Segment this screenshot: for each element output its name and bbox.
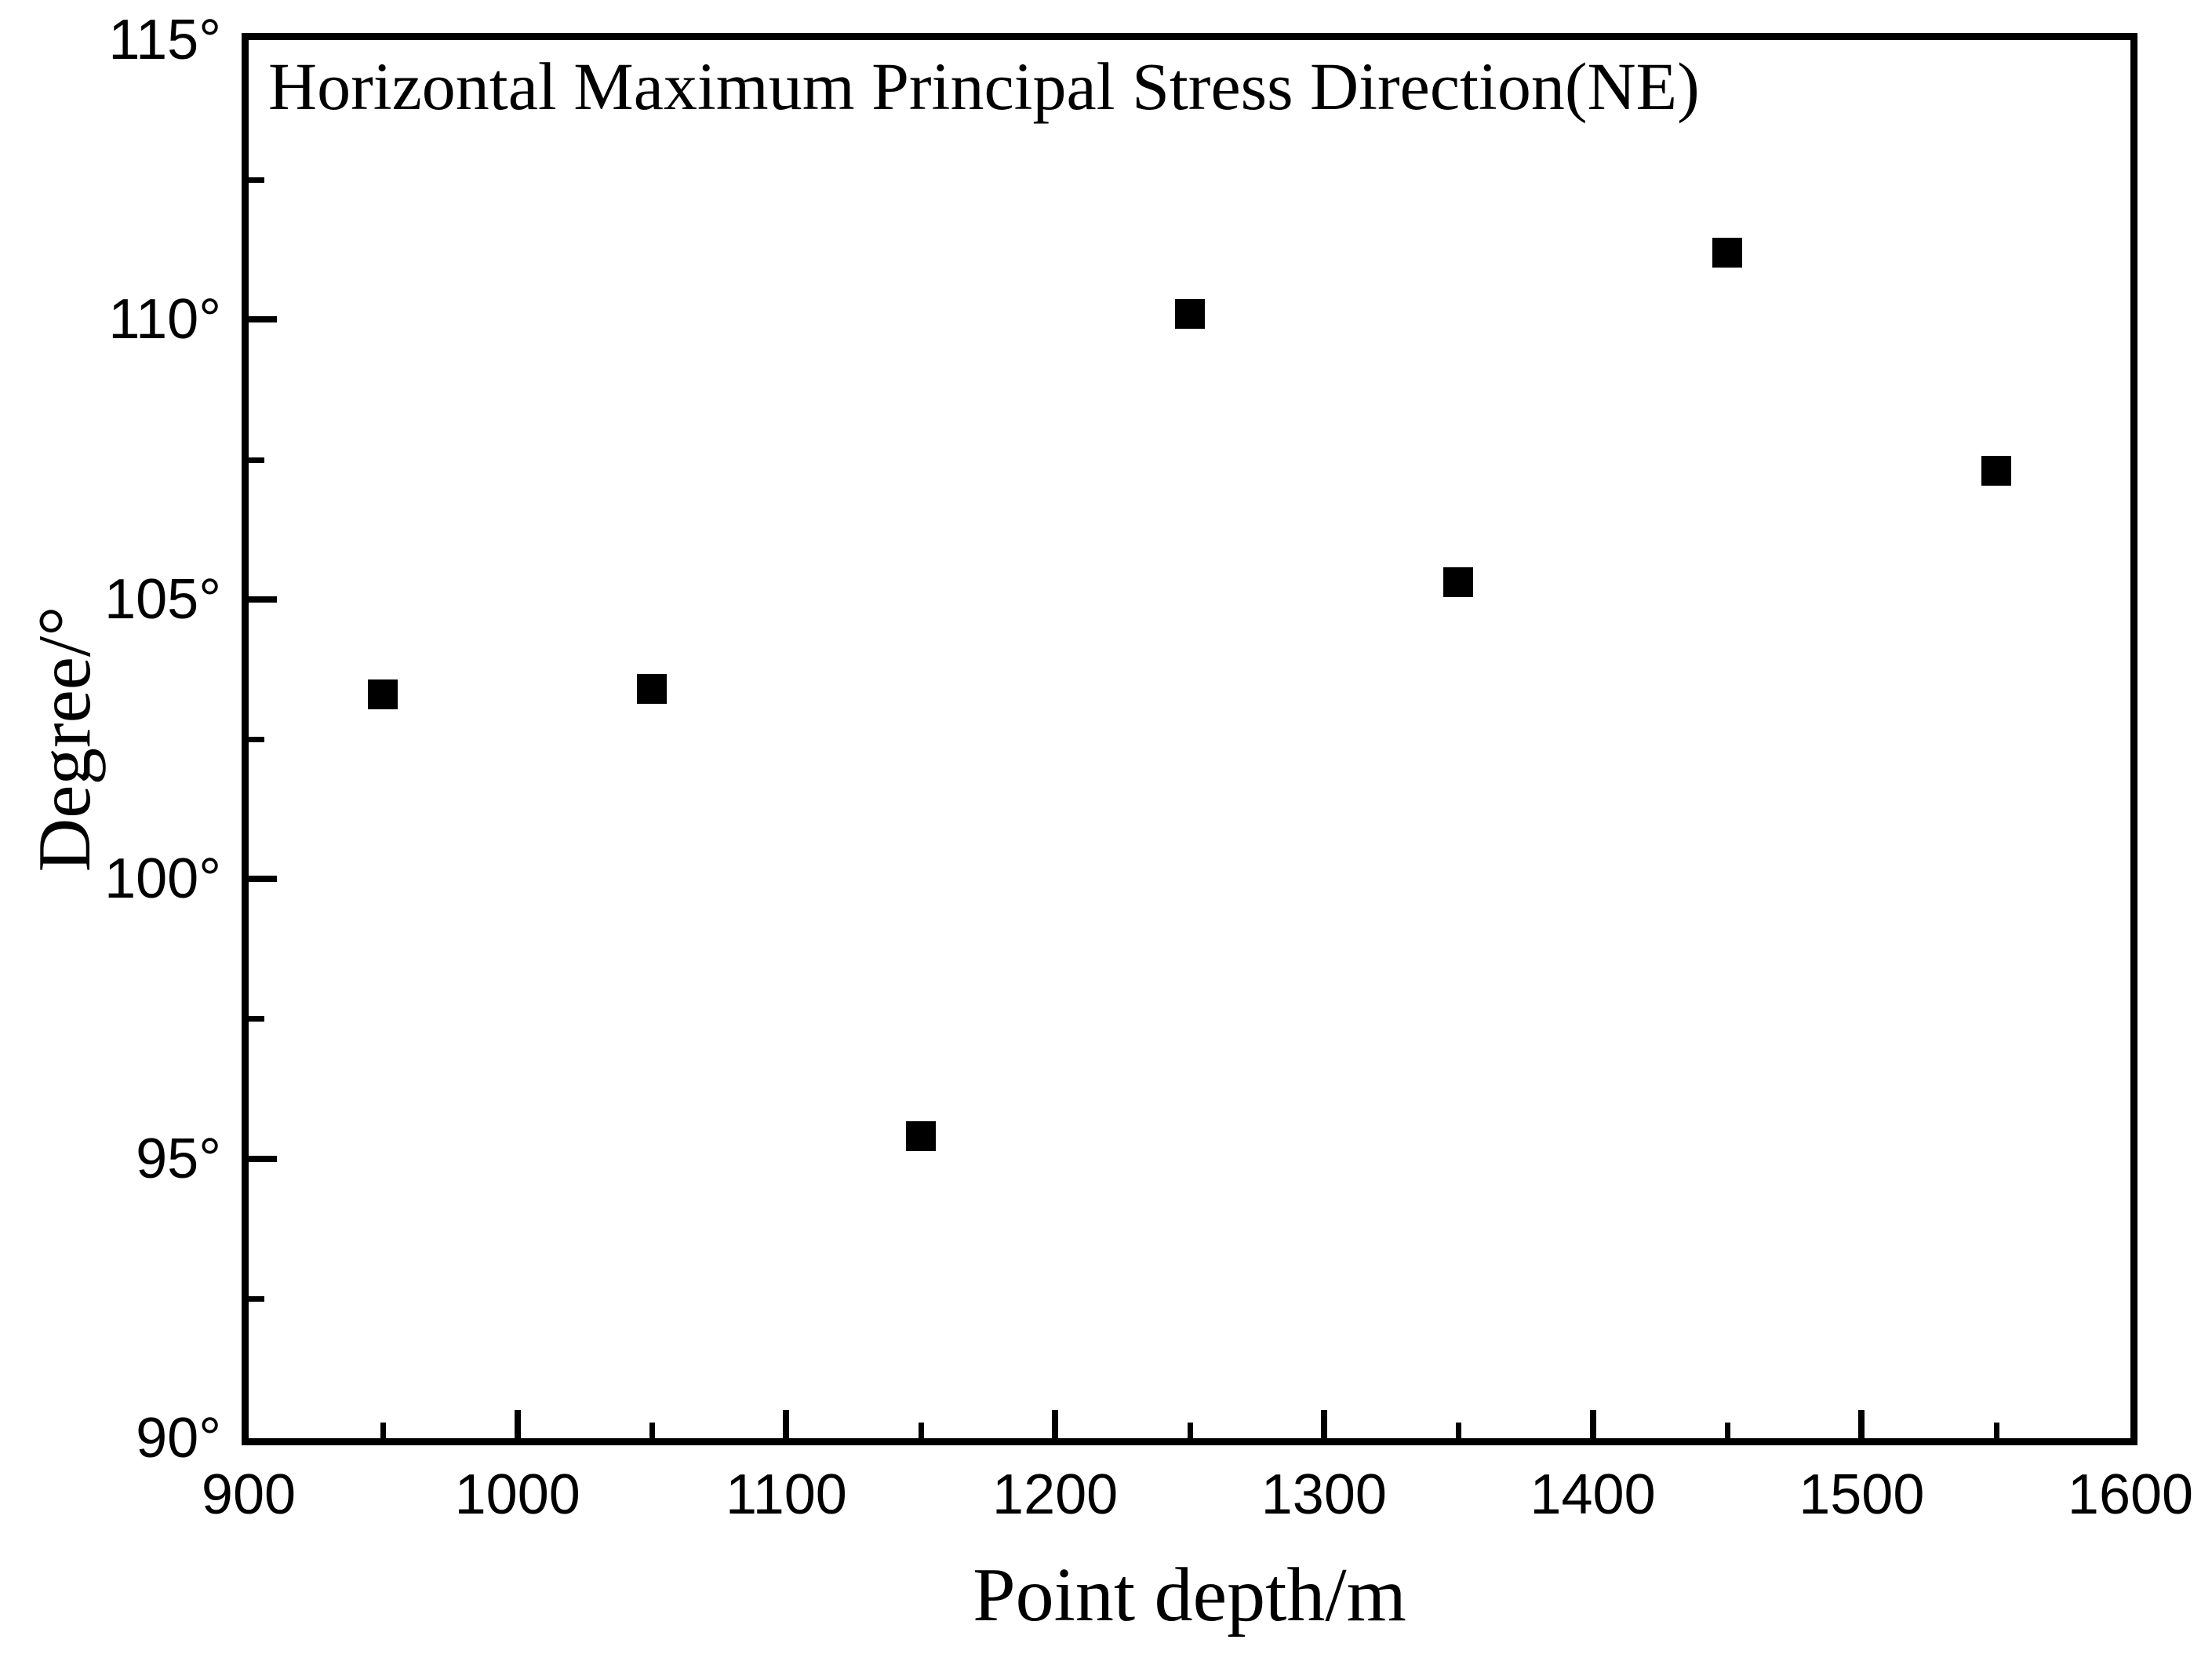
x-minor-tick [1456,1423,1462,1438]
x-tick-label: 1200 [992,1463,1119,1526]
x-major-tick [1052,1410,1059,1438]
y-tick-label: 90° [136,1407,221,1470]
data-point-marker [1443,567,1474,598]
x-minor-tick [1724,1423,1730,1438]
x-major-tick [514,1410,521,1438]
data-point-marker [368,679,398,709]
y-minor-tick [249,1016,264,1022]
data-point-marker [905,1121,936,1152]
x-major-tick [1589,1410,1596,1438]
y-tick-label: 95° [136,1127,221,1190]
y-tick-label: 105° [104,567,221,631]
plot-area [242,33,2137,1445]
data-point-marker [637,673,668,704]
chart-title: Horizontal Maximum Principal Stress Dire… [268,49,1700,124]
x-minor-tick [380,1423,387,1438]
x-tick-label: 1400 [1530,1463,1656,1526]
x-minor-tick [1187,1423,1193,1438]
x-tick-label: 1600 [2067,1463,2194,1526]
x-tick-label: 900 [201,1463,297,1526]
y-tick-label: 115° [108,9,221,71]
x-axis-label: Point depth/m [973,1553,1406,1638]
x-major-tick [1320,1410,1327,1438]
x-minor-tick [918,1423,924,1438]
x-major-tick [783,1410,790,1438]
x-major-tick [1858,1410,1865,1438]
x-minor-tick [1993,1423,1999,1438]
y-major-tick [249,1155,277,1162]
y-major-tick [249,876,277,883]
y-minor-tick [249,177,264,184]
y-tick-label: 110° [108,288,221,352]
x-tick-label: 1300 [1261,1463,1387,1526]
x-tick-label: 1100 [726,1463,847,1526]
y-minor-tick [249,457,264,463]
y-minor-tick [249,1295,264,1302]
y-major-tick [249,316,277,323]
y-major-tick [249,596,277,603]
data-point-marker [1712,237,1742,268]
x-minor-tick [649,1423,656,1438]
x-tick-label: 1500 [1799,1463,1925,1526]
y-tick-label: 100° [104,847,221,911]
data-point-marker [1174,299,1205,330]
x-tick-label: 1000 [454,1463,580,1526]
data-point-marker [1981,455,2011,486]
y-axis-label: Degree/° [23,606,106,873]
y-minor-tick [249,737,264,742]
